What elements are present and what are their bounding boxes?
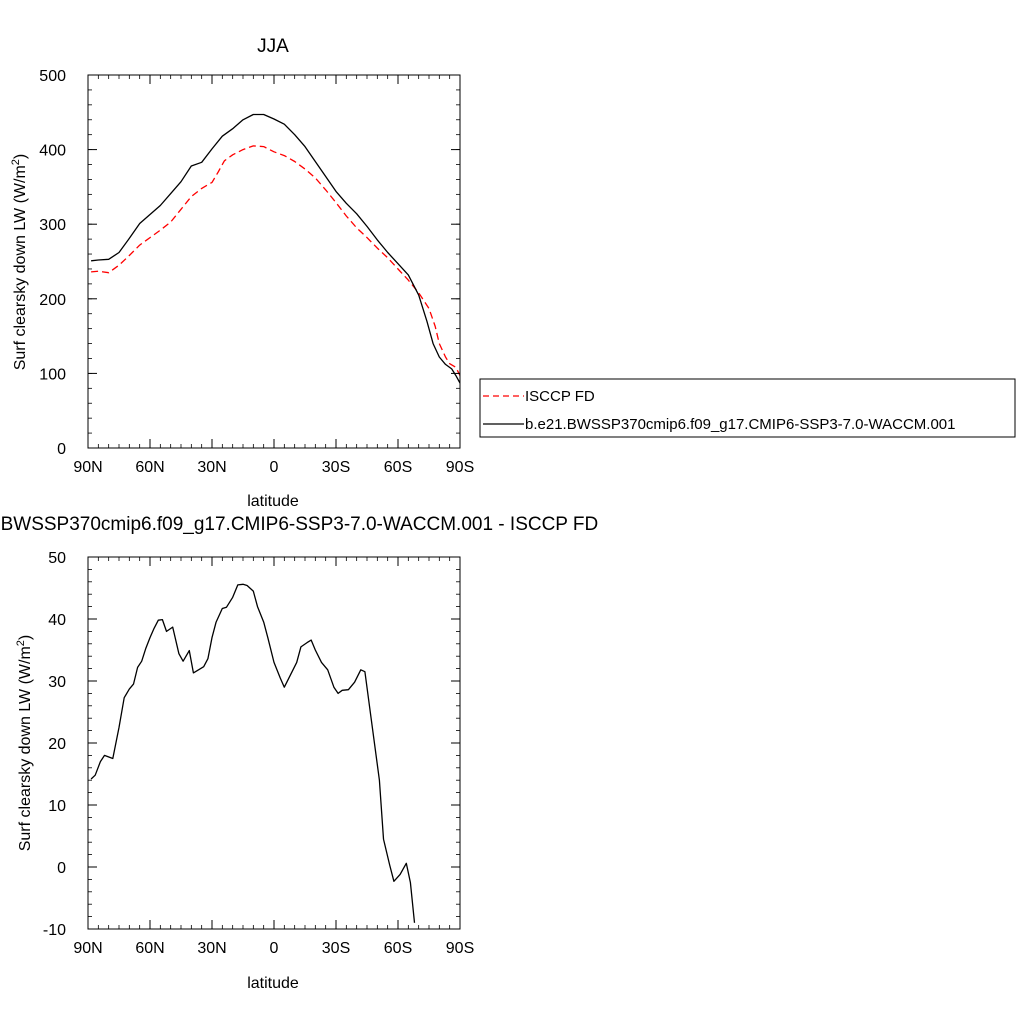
legend-label-model: b.e21.BWSSP370cmip6.f09_g17.CMIP6-SSP3-7… xyxy=(525,416,955,433)
top-y-tick-label: 0 xyxy=(57,441,66,458)
top-x-tick-label: 30S xyxy=(322,459,350,476)
top-y-axis-label: Surf clearsky down LW (W/m2) xyxy=(10,154,29,371)
top-x-tick-label: 30N xyxy=(197,459,226,476)
bottom-chart-title: b.e21.BWSSP370cmip6.f09_g17.CMIP6-SSP3-7… xyxy=(0,514,598,535)
bottom-x-tick-label: 90N xyxy=(73,940,102,957)
bottom-plot-frame xyxy=(87,556,461,930)
bottom-x-tick-label: 90S xyxy=(446,940,474,957)
legend-label-isccp-fd: ISCCP FD xyxy=(525,388,595,405)
top-x-tick-label: 90S xyxy=(446,459,474,476)
top-y-tick-label: 300 xyxy=(39,217,66,234)
bottom-y-axis-label: Surf clearsky down LW (W/m2) xyxy=(15,635,34,852)
top-y-tick-label: 200 xyxy=(39,292,66,309)
top-y-tick-label: 500 xyxy=(39,68,66,85)
top-plot-area: 90N 60N 30N 0 30S 60S 90S 0 100 200 300 400 500 xyxy=(39,68,474,476)
bottom-x-tick-label: 60N xyxy=(135,940,164,957)
bottom-y-tick-label: 10 xyxy=(48,798,66,815)
bottom-y-tick-label: 50 xyxy=(48,550,66,567)
top-series-line-1 xyxy=(91,113,461,384)
legend-box xyxy=(479,378,1016,438)
top-y-tick-label: 400 xyxy=(39,143,66,160)
top-chart-title: JJA xyxy=(257,36,289,57)
bottom-series-line-0 xyxy=(90,583,416,923)
bottom-x-tick-label: 30S xyxy=(322,940,350,957)
top-x-axis-label: latitude xyxy=(247,493,299,510)
bottom-x-tick-label: 60S xyxy=(384,940,412,957)
bottom-x-axis-label: latitude xyxy=(247,975,299,992)
top-x-tick-label: 60S xyxy=(384,459,412,476)
top-y-tick-label: 100 xyxy=(39,366,66,383)
bottom-y-tick-label: 30 xyxy=(48,674,66,691)
bottom-x-tick-label: 0 xyxy=(270,940,279,957)
top-series-line-0 xyxy=(91,145,461,376)
top-x-tick-label: 60N xyxy=(135,459,164,476)
bottom-plot-area: 90N 60N 30N 0 30S 60S 90S -10 0 10 20 30 40 50 xyxy=(43,550,474,957)
bottom-y-tick-label: 20 xyxy=(48,736,66,753)
bottom-y-tick-label: -10 xyxy=(43,922,66,939)
legend: ISCCP FD b.e21.BWSSP370cmip6.f09_g17.CMI… xyxy=(479,378,1016,438)
bottom-y-tick-label: 0 xyxy=(57,860,66,877)
top-plot-frame xyxy=(87,74,461,449)
top-x-tick-label: 90N xyxy=(73,459,102,476)
bottom-y-tick-label: 40 xyxy=(48,612,66,629)
top-x-tick-label: 0 xyxy=(270,459,279,476)
bottom-x-tick-label: 30N xyxy=(197,940,226,957)
